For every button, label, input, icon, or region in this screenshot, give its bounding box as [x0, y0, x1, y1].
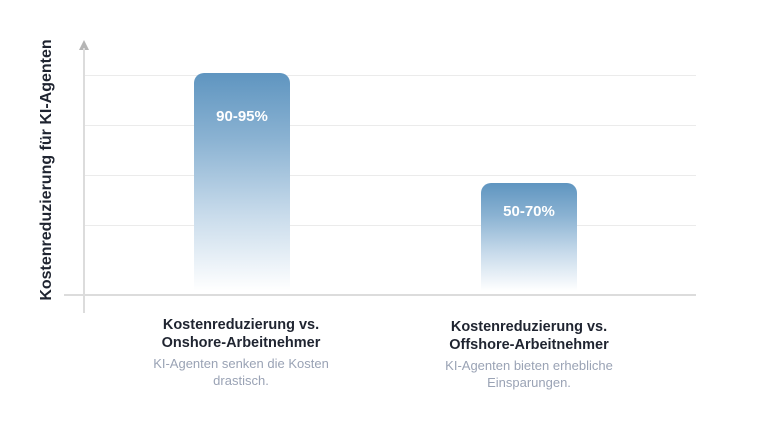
- category-title: Kostenreduzierung vs. Offshore-Arbeitneh…: [449, 319, 609, 353]
- category-offshore: Kostenreduzierung vs. Offshore-Arbeitneh…: [414, 318, 644, 391]
- bar-offshore: 50-70%: [481, 183, 577, 291]
- gridline: [85, 125, 696, 126]
- bar-onshore: 90-95%: [194, 73, 290, 291]
- bar-value-label: 50-70%: [503, 203, 555, 220]
- y-axis: [83, 48, 85, 313]
- gridline: [85, 225, 696, 226]
- y-axis-arrow-icon: [79, 40, 89, 50]
- gridline: [85, 175, 696, 176]
- category-title: Kostenreduzierung vs. Onshore-Arbeitnehm…: [161, 317, 321, 351]
- x-axis: [64, 294, 696, 296]
- category-onshore: Kostenreduzierung vs. Onshore-Arbeitnehm…: [126, 316, 356, 389]
- gridline: [85, 75, 696, 76]
- category-subtitle: KI-Agenten bieten erhebliche Einsparunge…: [445, 358, 613, 390]
- category-subtitle: KI-Agenten senken die Kosten drastisch.: [153, 356, 329, 388]
- bar-value-label: 90-95%: [216, 108, 268, 125]
- y-axis-label: Kostenreduzierung für KI-Agenten: [38, 39, 55, 301]
